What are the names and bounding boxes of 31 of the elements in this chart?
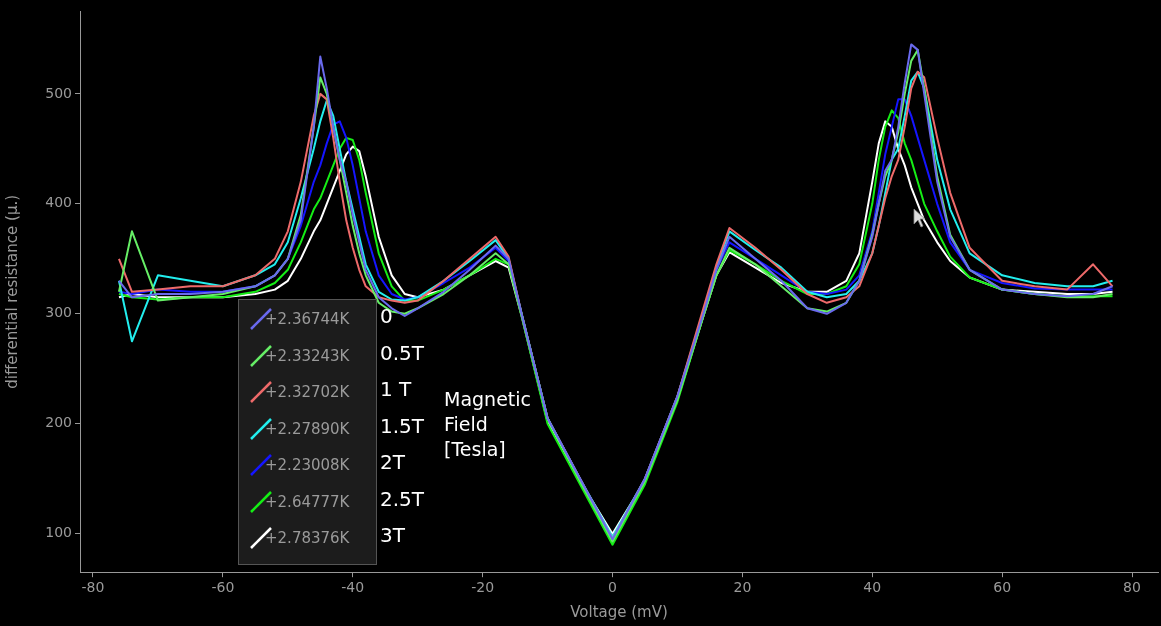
x-tick-label: 0 bbox=[608, 579, 617, 596]
legend-label: +2.32702K bbox=[265, 383, 350, 401]
annotation: 1.5T bbox=[380, 413, 425, 438]
y-tick-label: 500 bbox=[45, 84, 72, 101]
annotation: 0 bbox=[380, 304, 393, 328]
x-tick-label: -40 bbox=[341, 579, 365, 596]
annotation: 2.5T bbox=[380, 486, 425, 511]
x-tick-label: 20 bbox=[733, 579, 752, 596]
y-tick-label: 100 bbox=[45, 524, 72, 541]
x-tick-label: 40 bbox=[863, 579, 882, 596]
legend-label: +2.36744K bbox=[265, 310, 350, 328]
y-tick-label: 200 bbox=[45, 414, 72, 431]
x-axis-title: Voltage (mV) bbox=[570, 602, 668, 621]
annotation: 2T bbox=[380, 450, 405, 474]
y-axis-title: differential resistance (μ.) bbox=[2, 194, 21, 389]
x-tick-label: -60 bbox=[211, 579, 235, 596]
y-tick-label: 400 bbox=[45, 194, 72, 211]
annotation: 3T bbox=[380, 523, 405, 547]
x-tick-label: -80 bbox=[81, 579, 105, 596]
x-tick-label: 80 bbox=[1123, 579, 1141, 596]
x-tick-label: 60 bbox=[993, 579, 1012, 596]
annotation: 0.5T bbox=[380, 340, 425, 365]
legend-label: +2.27890K bbox=[265, 419, 350, 438]
legend-label: +2.23008K bbox=[265, 456, 350, 474]
x-tick-label: -20 bbox=[471, 579, 495, 596]
annotation: Magnetic Field [Tesla] bbox=[444, 387, 532, 462]
y-tick-label: 300 bbox=[45, 304, 72, 321]
legend-label: +2.33243K bbox=[265, 346, 350, 365]
legend-label: +2.64777K bbox=[265, 492, 350, 511]
annotation: 1 T bbox=[380, 377, 412, 401]
legend-label: +2.78376K bbox=[265, 529, 350, 547]
